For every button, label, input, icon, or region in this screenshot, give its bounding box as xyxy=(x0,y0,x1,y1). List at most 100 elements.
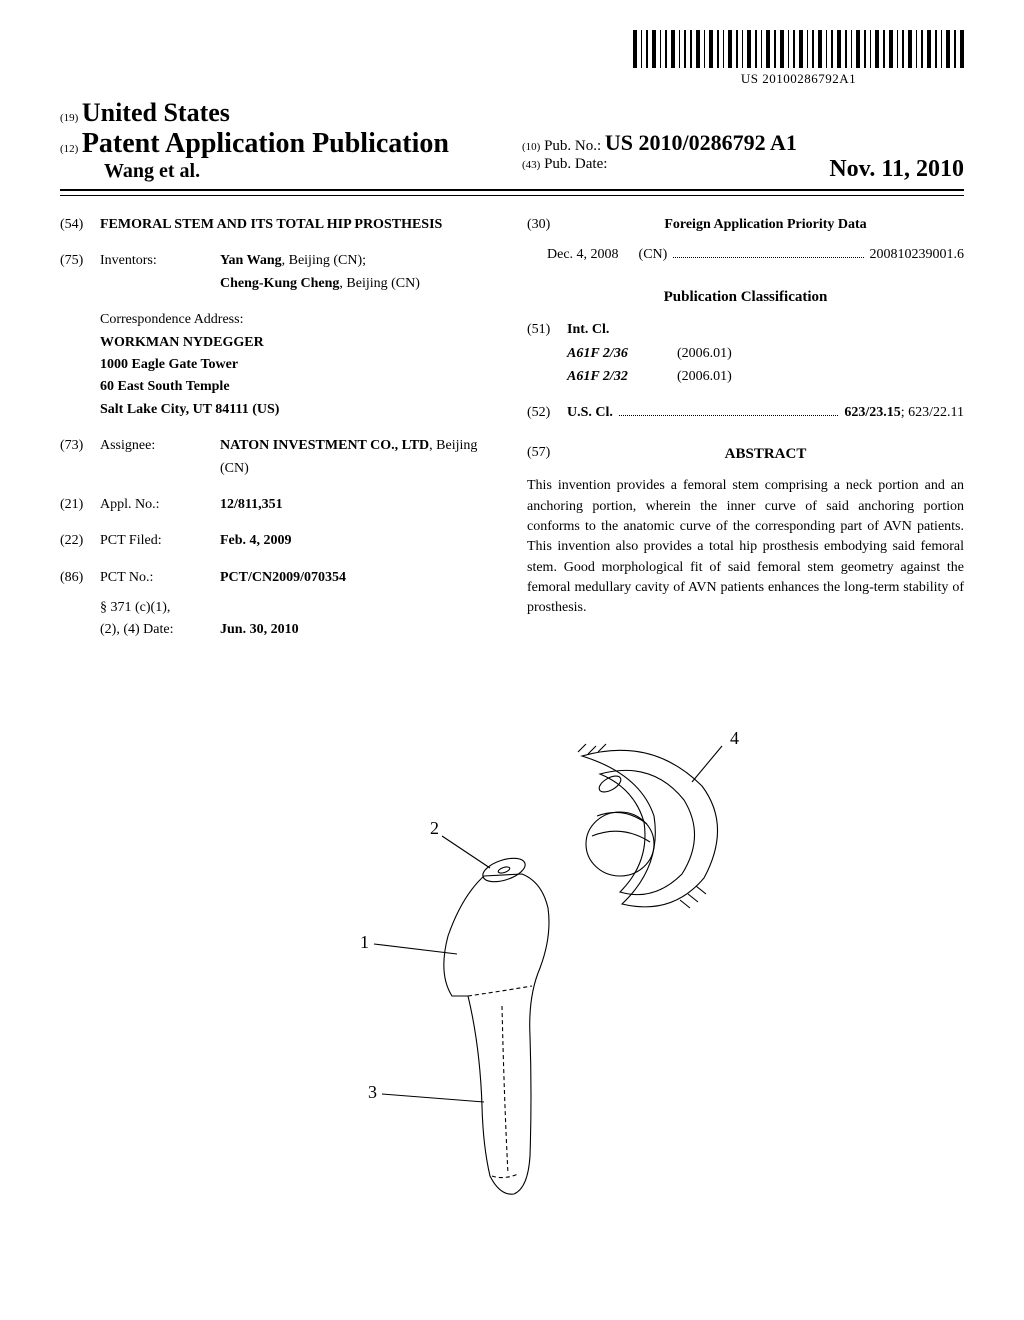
corr-line1: WORKMAN NYDEGGER xyxy=(100,332,497,354)
classification-heading: Publication Classification xyxy=(527,285,964,309)
intcl-1-year: (2006.01) xyxy=(677,343,732,365)
uscl-num: (52) xyxy=(527,402,567,424)
patent-header: (19) United States (12) Patent Applicati… xyxy=(60,98,964,191)
corr-line2: 1000 Eagle Gate Tower xyxy=(100,354,497,376)
authors-line: Wang et al. xyxy=(60,160,502,183)
country: United States xyxy=(82,98,230,127)
foreign-heading: Foreign Application Priority Data xyxy=(567,214,964,236)
foreign-value: 200810239001.6 xyxy=(870,244,965,266)
assignee-label: Assignee: xyxy=(100,435,220,457)
barcode-text: US 20100286792A1 xyxy=(633,71,964,87)
abstract-head-row: (57) ABSTRACT xyxy=(527,442,964,476)
intcl-num: (51) xyxy=(527,319,567,341)
pub-no: US 2010/0286792 A1 xyxy=(605,130,797,155)
assignee-value: NATON INVESTMENT CO., LTD, Beijing (CN) xyxy=(220,435,497,480)
uscl-row: (52) U.S. Cl. 623/23.15; 623/22.11 xyxy=(527,402,964,424)
figure-label-1: 1 xyxy=(360,932,369,952)
pct-filed-value: Feb. 4, 2009 xyxy=(220,530,497,552)
uscl-secondary: ; 623/22.11 xyxy=(901,405,964,420)
uscl-label: U.S. Cl. xyxy=(567,402,613,424)
pub-type: Patent Application Publication xyxy=(82,128,449,159)
s371-label1: § 371 (c)(1), xyxy=(100,600,170,615)
s371-label: § 371 (c)(1), (2), (4) Date: xyxy=(100,597,220,642)
country-prefix: (19) xyxy=(60,112,78,124)
assignee-name: NATON INVESTMENT CO., LTD xyxy=(220,438,429,453)
foreign-country: (CN) xyxy=(639,244,668,266)
pub-date-line: (43) Pub. Date: Nov. 11, 2010 xyxy=(522,156,964,173)
foreign-heading-row: (30) Foreign Application Priority Data xyxy=(527,214,964,236)
header-right: (10) Pub. No.: US 2010/0286792 A1 (43) P… xyxy=(502,130,964,183)
assignee-num: (73) xyxy=(60,435,100,457)
barcode: US 20100286792A1 xyxy=(633,30,964,87)
inventors-label: Inventors: xyxy=(100,250,220,272)
pub-date-prefix: (43) xyxy=(522,159,540,171)
abstract-heading: ABSTRACT xyxy=(567,442,964,466)
appl-value: 12/811,351 xyxy=(220,494,497,516)
foreign-num: (30) xyxy=(527,214,567,236)
pct-no-row: (86) PCT No.: PCT/CN2009/070354 xyxy=(60,567,497,589)
right-column: (30) Foreign Application Priority Data D… xyxy=(527,214,964,656)
s371-value: Jun. 30, 2010 xyxy=(220,619,497,641)
title-value: FEMORAL STEM AND ITS TOTAL HIP PROSTHESI… xyxy=(100,214,497,236)
header-left: (19) United States (12) Patent Applicati… xyxy=(60,98,502,183)
pub-no-line: (10) Pub. No.: US 2010/0286792 A1 xyxy=(522,130,964,156)
inventor-2: Cheng-Kung Cheng xyxy=(220,276,339,291)
intcl-2: A61F 2/32 (2006.01) xyxy=(527,366,964,388)
corr-line4: Salt Lake City, UT 84111 (US) xyxy=(100,399,497,421)
assignee-row: (73) Assignee: NATON INVESTMENT CO., LTD… xyxy=(60,435,497,480)
inventors-value: Yan Wang, Beijing (CN); Cheng-Kung Cheng… xyxy=(220,250,497,295)
appl-row: (21) Appl. No.: 12/811,351 xyxy=(60,494,497,516)
correspondence-block: Correspondence Address: WORKMAN NYDEGGER… xyxy=(60,309,497,421)
foreign-dots xyxy=(673,248,863,258)
intcl-2-code: A61F 2/32 xyxy=(567,366,677,388)
intcl-label: Int. Cl. xyxy=(567,319,964,341)
pct-filed-row: (22) PCT Filed: Feb. 4, 2009 xyxy=(60,530,497,552)
intcl-row: (51) Int. Cl. xyxy=(527,319,964,341)
content-columns: (54) FEMORAL STEM AND ITS TOTAL HIP PROS… xyxy=(60,214,964,656)
barcode-bars xyxy=(633,30,964,68)
country-line: (19) United States xyxy=(60,98,502,128)
title-num: (54) xyxy=(60,214,100,236)
uscl-primary: 623/23.15 xyxy=(844,405,900,420)
patent-figure: 1 2 3 4 xyxy=(252,696,772,1216)
figure-area: 1 2 3 4 xyxy=(60,696,964,1221)
uscl-value: 623/23.15; 623/22.11 xyxy=(844,402,964,424)
pct-no-label: PCT No.: xyxy=(100,567,220,589)
inventor-2-loc: , Beijing (CN) xyxy=(339,276,420,291)
intcl-1: A61F 2/36 (2006.01) xyxy=(527,343,964,365)
foreign-date: Dec. 4, 2008 xyxy=(547,244,619,266)
foreign-data-row: Dec. 4, 2008 (CN) 200810239001.6 xyxy=(527,244,964,266)
figure-label-2: 2 xyxy=(430,818,439,838)
abstract-num: (57) xyxy=(527,442,567,476)
corr-heading: Correspondence Address: xyxy=(100,309,497,331)
pub-date-label: Pub. Date: xyxy=(544,156,607,172)
inventor-1: Yan Wang xyxy=(220,253,282,268)
pub-type-line: (12) Patent Application Publication xyxy=(60,128,502,160)
appl-num: (21) xyxy=(60,494,100,516)
inventor-1-loc: , Beijing (CN); xyxy=(282,253,366,268)
figure-label-4: 4 xyxy=(730,728,739,748)
abstract-text: This invention provides a femoral stem c… xyxy=(527,476,964,618)
uscl-dots xyxy=(619,406,838,416)
figure-label-3: 3 xyxy=(368,1082,377,1102)
inventors-num: (75) xyxy=(60,250,100,272)
left-column: (54) FEMORAL STEM AND ITS TOTAL HIP PROS… xyxy=(60,214,497,656)
s371-label2: (2), (4) Date: xyxy=(100,622,173,637)
intcl-2-year: (2006.01) xyxy=(677,366,732,388)
pct-filed-label: PCT Filed: xyxy=(100,530,220,552)
appl-label: Appl. No.: xyxy=(100,494,220,516)
pub-no-prefix: (10) xyxy=(522,141,540,153)
header-rule xyxy=(60,195,964,196)
pub-type-prefix: (12) xyxy=(60,143,78,155)
corr-line3: 60 East South Temple xyxy=(100,376,497,398)
title-row: (54) FEMORAL STEM AND ITS TOTAL HIP PROS… xyxy=(60,214,497,236)
barcode-region: US 20100286792A1 xyxy=(60,30,964,88)
s371-row: § 371 (c)(1), (2), (4) Date: Jun. 30, 20… xyxy=(60,597,497,642)
intcl-1-code: A61F 2/36 xyxy=(567,343,677,365)
pct-no-value: PCT/CN2009/070354 xyxy=(220,567,497,589)
pub-date: Nov. 11, 2010 xyxy=(829,156,964,183)
inventors-row: (75) Inventors: Yan Wang, Beijing (CN); … xyxy=(60,250,497,295)
pub-no-label: Pub. No.: xyxy=(544,138,601,154)
pct-filed-num: (22) xyxy=(60,530,100,552)
pct-no-num: (86) xyxy=(60,567,100,589)
